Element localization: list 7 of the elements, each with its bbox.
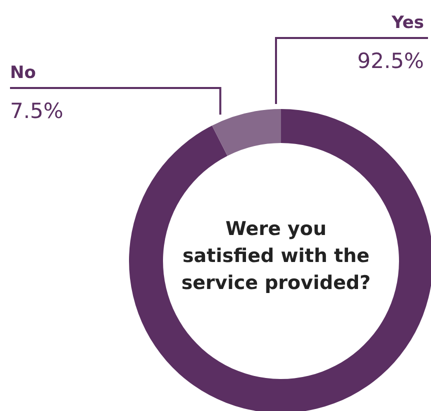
data-label: 92.5% (357, 49, 424, 73)
slice-label: Yes (390, 13, 424, 33)
slice-label: No (10, 63, 36, 83)
text: Were you satisfied with the service provided? (181, 216, 371, 296)
data-label: 7.5% (10, 99, 64, 123)
donut-slice (129, 109, 431, 411)
donut-slice (212, 109, 281, 156)
